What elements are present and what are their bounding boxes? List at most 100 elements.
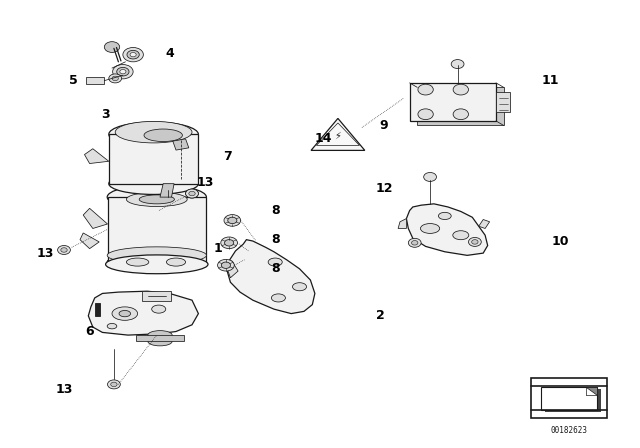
Text: 8: 8 [271, 233, 280, 246]
Polygon shape [84, 149, 109, 164]
Ellipse shape [127, 192, 188, 207]
Ellipse shape [108, 185, 206, 209]
Circle shape [218, 259, 234, 271]
Circle shape [225, 240, 234, 246]
Text: 13: 13 [36, 246, 54, 260]
Text: 13: 13 [55, 383, 73, 396]
Circle shape [130, 52, 136, 57]
Text: 12: 12 [375, 181, 393, 195]
Bar [541, 387, 597, 409]
Polygon shape [311, 118, 365, 151]
Circle shape [224, 215, 241, 226]
Text: 8: 8 [271, 204, 280, 217]
Text: 4: 4 [165, 47, 174, 60]
Circle shape [104, 42, 120, 52]
Polygon shape [88, 291, 198, 335]
Ellipse shape [112, 307, 138, 320]
Text: 3: 3 [101, 108, 110, 121]
Circle shape [189, 191, 195, 196]
Ellipse shape [292, 283, 307, 291]
Ellipse shape [106, 255, 208, 274]
Ellipse shape [109, 173, 198, 194]
Text: 6: 6 [85, 325, 94, 338]
Ellipse shape [438, 212, 451, 220]
Ellipse shape [115, 121, 192, 143]
Text: 10: 10 [551, 235, 569, 249]
Ellipse shape [420, 224, 440, 233]
Circle shape [108, 380, 120, 389]
Circle shape [418, 84, 433, 95]
Bar [142, 291, 171, 301]
Circle shape [111, 382, 117, 387]
Polygon shape [109, 134, 198, 184]
Ellipse shape [453, 231, 468, 240]
Ellipse shape [127, 258, 148, 266]
Polygon shape [173, 139, 189, 150]
Ellipse shape [268, 258, 282, 266]
Circle shape [120, 69, 126, 74]
Circle shape [109, 74, 122, 83]
Ellipse shape [152, 305, 166, 313]
Polygon shape [586, 387, 597, 395]
Bar [95, 303, 100, 316]
Circle shape [412, 241, 418, 245]
Text: 11: 11 [541, 74, 559, 87]
Bar [531, 378, 607, 418]
Text: 00182623: 00182623 [550, 426, 588, 435]
Circle shape [113, 65, 133, 79]
Polygon shape [80, 233, 99, 249]
Circle shape [472, 240, 478, 244]
Ellipse shape [148, 331, 172, 340]
Circle shape [127, 50, 140, 59]
Text: 8: 8 [271, 262, 280, 276]
Circle shape [408, 238, 421, 247]
Circle shape [228, 217, 237, 224]
Circle shape [451, 60, 464, 69]
Ellipse shape [108, 247, 206, 264]
Bar [410, 83, 496, 121]
Ellipse shape [119, 310, 131, 317]
Text: 2: 2 [376, 309, 385, 323]
Circle shape [58, 246, 70, 254]
Circle shape [112, 76, 118, 81]
Polygon shape [136, 335, 184, 341]
Ellipse shape [166, 258, 186, 266]
Text: 1: 1 [213, 242, 222, 255]
Text: 5: 5 [69, 74, 78, 87]
Ellipse shape [108, 253, 206, 271]
Circle shape [453, 109, 468, 120]
Circle shape [418, 109, 433, 120]
Ellipse shape [108, 323, 116, 329]
Circle shape [424, 172, 436, 181]
Circle shape [189, 191, 195, 196]
Ellipse shape [148, 337, 172, 346]
Circle shape [186, 189, 198, 198]
Circle shape [221, 262, 230, 268]
Circle shape [123, 47, 143, 62]
Ellipse shape [140, 195, 174, 204]
Circle shape [116, 67, 129, 76]
Polygon shape [160, 184, 174, 197]
Ellipse shape [109, 122, 198, 147]
Text: 9: 9 [380, 119, 388, 132]
Circle shape [186, 189, 198, 198]
Circle shape [61, 248, 67, 252]
Text: 13: 13 [196, 176, 214, 190]
Polygon shape [108, 197, 206, 262]
Circle shape [468, 237, 481, 246]
Ellipse shape [271, 294, 285, 302]
Text: 7: 7 [223, 150, 232, 164]
Bar [496, 92, 510, 112]
Circle shape [453, 84, 468, 95]
Polygon shape [227, 240, 315, 314]
Text: 14: 14 [314, 132, 332, 146]
Polygon shape [227, 261, 238, 278]
Polygon shape [406, 204, 488, 255]
Polygon shape [398, 219, 406, 228]
Polygon shape [479, 220, 490, 228]
Polygon shape [417, 87, 504, 125]
Polygon shape [83, 208, 108, 228]
Text: ⚡: ⚡ [335, 131, 341, 141]
Bar [545, 389, 601, 412]
Circle shape [221, 237, 237, 249]
